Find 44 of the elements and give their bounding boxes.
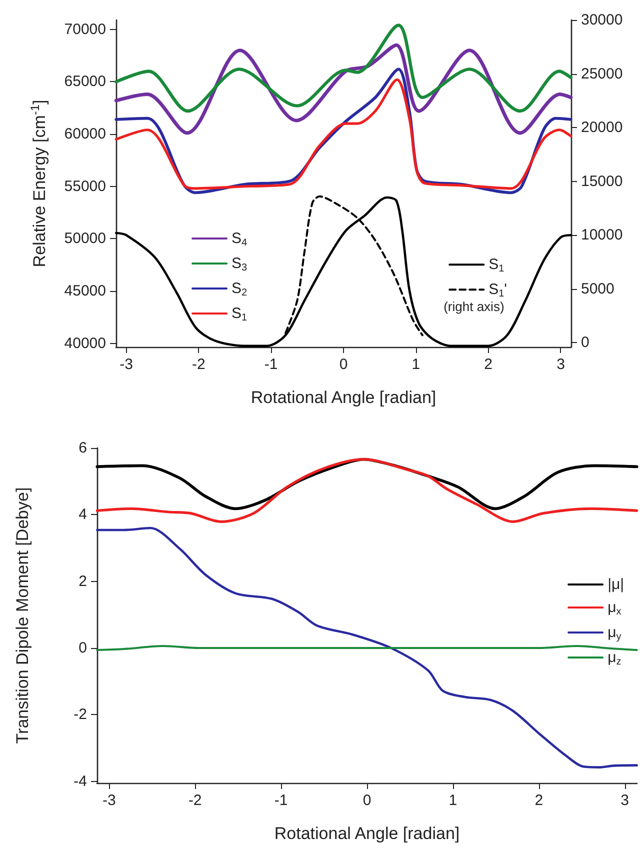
x-tick-label: 3 bbox=[620, 792, 629, 809]
y-tick-label: 40000 bbox=[64, 334, 106, 352]
y-tick-label: 0 bbox=[78, 640, 87, 656]
y-tick-label: 45000 bbox=[64, 282, 106, 300]
y-tick-label: 2 bbox=[78, 572, 87, 590]
y-tick-label: -2 bbox=[74, 706, 87, 724]
y2-tick-label: 5000 bbox=[581, 280, 614, 298]
y-tick-label: 55000 bbox=[64, 178, 106, 195]
y-tick-label: 60000 bbox=[64, 126, 106, 143]
x-axis-title: Rotational Angle [radian] bbox=[250, 388, 436, 407]
x-tick-label: -1 bbox=[264, 356, 278, 373]
x-tick-label: -2 bbox=[192, 356, 206, 373]
y2-tick-label: 10000 bbox=[581, 226, 623, 244]
y-tick-label: 65000 bbox=[64, 73, 106, 90]
y2-tick-label: 20000 bbox=[581, 119, 623, 136]
x-tick-label: 2 bbox=[484, 356, 493, 373]
line-series bbox=[114, 24, 572, 113]
x-axis-title: Rotational Angle [radian] bbox=[274, 824, 460, 843]
x-tick-label: -1 bbox=[274, 792, 288, 809]
line-series bbox=[114, 43, 573, 135]
legend-label: |μ| bbox=[608, 576, 624, 593]
line-series bbox=[96, 526, 638, 768]
y2-tick-label: 30000 bbox=[581, 12, 623, 28]
y-tick-label: 50000 bbox=[64, 230, 106, 248]
x-tick-label: -3 bbox=[120, 356, 133, 373]
x-tick-label: 1 bbox=[412, 356, 420, 373]
y-tick-label: 6 bbox=[78, 440, 87, 456]
y-axis-title: Transition Dipole Moment [Debye] bbox=[13, 487, 32, 744]
x-tick-label: 3 bbox=[556, 356, 565, 373]
x-tick-label: 2 bbox=[534, 792, 544, 809]
x-tick-label: -2 bbox=[188, 792, 202, 809]
x-tick-label: 0 bbox=[339, 356, 348, 373]
line-series bbox=[96, 458, 638, 523]
y-axis-title: Relative Energy [cm-1] bbox=[28, 100, 49, 268]
y2-tick-label: 25000 bbox=[581, 65, 623, 82]
y-tick-label: -4 bbox=[74, 772, 87, 790]
annotation: (right axis) bbox=[444, 299, 504, 314]
x-tick-label: -3 bbox=[102, 792, 116, 809]
y-tick-label: 4 bbox=[78, 506, 87, 524]
x-tick-label: 1 bbox=[448, 792, 458, 809]
y2-tick-label: 0 bbox=[581, 334, 590, 352]
y-tick-label: 70000 bbox=[64, 20, 106, 38]
x-tick-label: 0 bbox=[362, 792, 372, 809]
y2-tick-label: 15000 bbox=[581, 172, 623, 190]
